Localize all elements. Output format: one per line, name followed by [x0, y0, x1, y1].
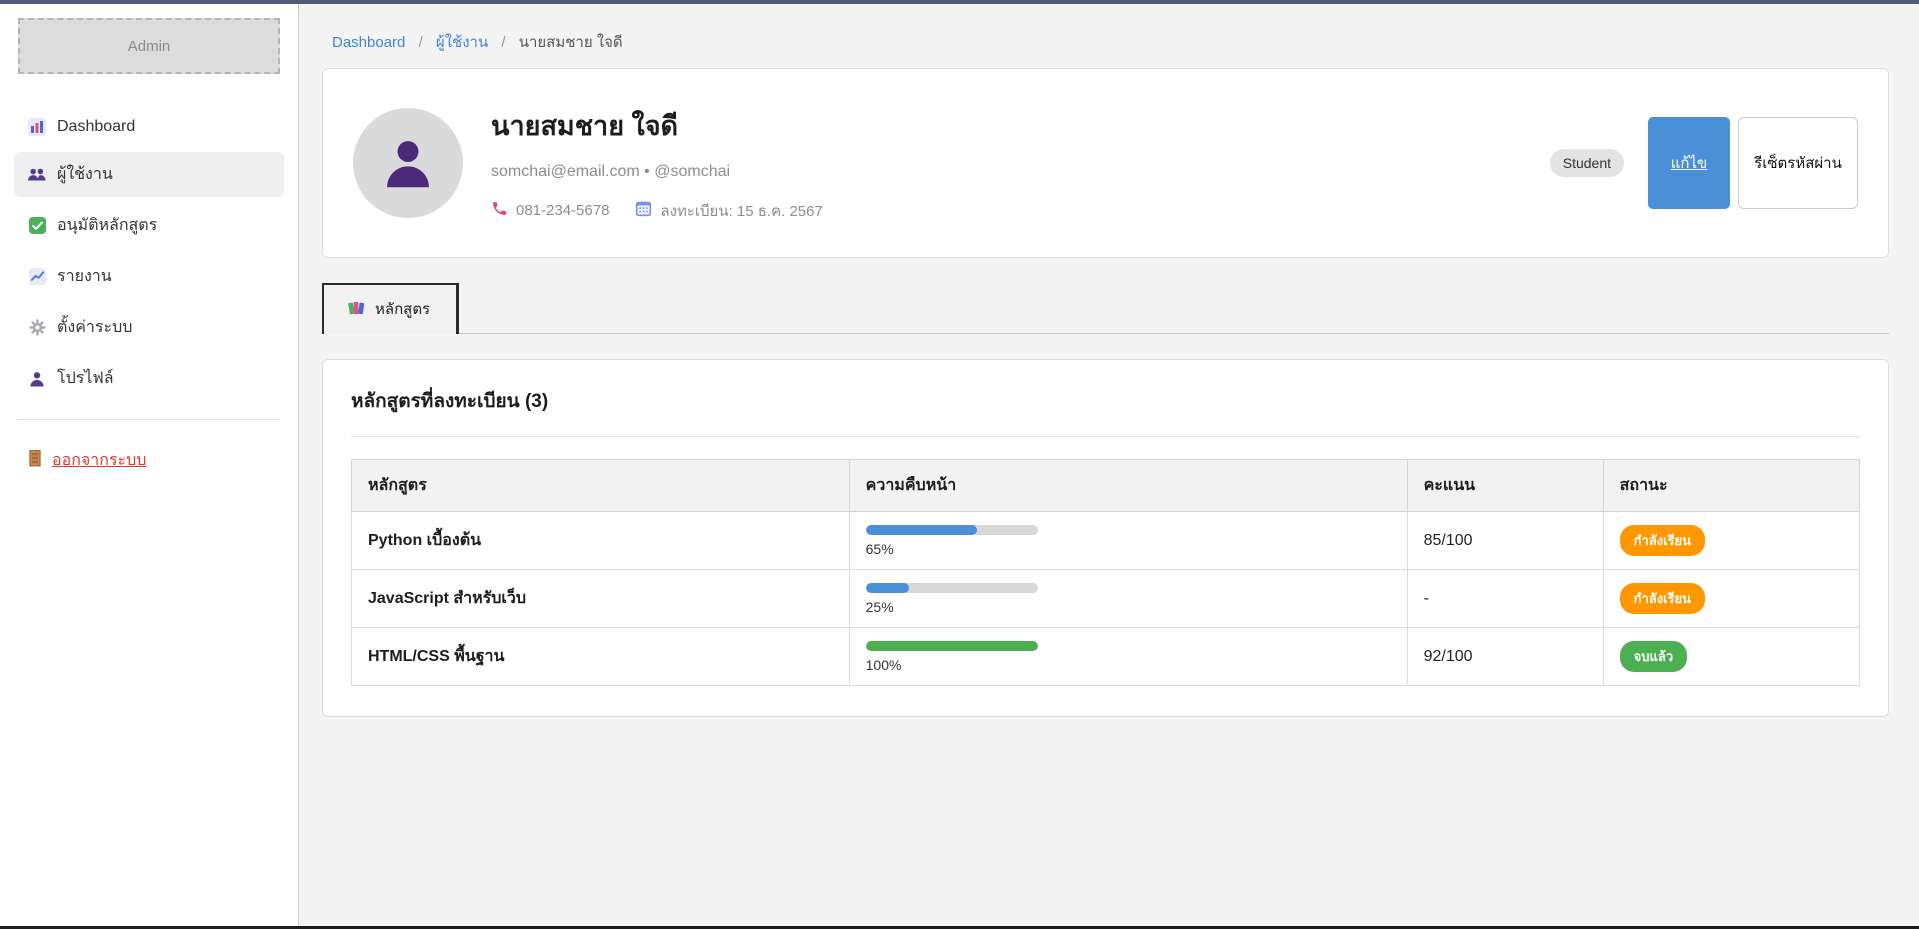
progress-label: 65% — [865, 540, 894, 557]
table-header-row: หลักสูตร ความคืบหน้า คะแนน สถานะ — [351, 459, 1861, 512]
avatar-person-icon — [387, 141, 429, 188]
tab-bar: หลักสูตร — [322, 282, 1889, 334]
logout-label: ออกจากระบบ — [52, 452, 147, 469]
registered-date: ลงทะเบียน: 15 ธ.ค. 2567 — [660, 202, 823, 220]
sidebar-item-label: Dashboard — [57, 118, 136, 135]
progress-fill — [865, 524, 978, 535]
main-content: Dashboard / ผู้ใช้งาน / นายสมชาย ใจดี นา… — [300, 4, 1919, 926]
avatar — [353, 108, 463, 218]
sidebar-item-users[interactable]: ผู้ใช้งาน — [14, 152, 284, 197]
status-badge: กำลังเรียน — [1619, 525, 1706, 556]
sidebar-item-label: อนุมัติหลักสูตร — [57, 217, 158, 234]
course-score: 85/100 — [1423, 531, 1473, 549]
col-header-course: หลักสูตร — [351, 459, 850, 512]
col-header-status: สถานะ — [1602, 459, 1861, 512]
status-badge: กำลังเรียน — [1619, 583, 1706, 614]
sidebar-item-approve-courses[interactable]: อนุมัติหลักสูตร — [14, 203, 284, 248]
sidebar: Admin Dashboard ผู้ใช้งาน อนุมัติหลักสูต… — [0, 4, 299, 926]
col-header-progress: ความคืบหน้า — [848, 459, 1408, 512]
role-badge: Student — [1549, 149, 1624, 177]
user-profile-card: นายสมชาย ใจดี somchai@email.com • @somch… — [322, 68, 1889, 258]
courses-title: หลักสูตรที่ลงทะเบียน (3) — [351, 391, 549, 412]
registered-item: ลงทะเบียน: 15 ธ.ค. 2567 — [635, 199, 823, 223]
enrolled-courses-card: หลักสูตรที่ลงทะเบียน (3) หลักสูตร ความคื… — [322, 359, 1889, 717]
course-score: 92/100 — [1423, 647, 1473, 665]
course-name: JavaScript สำหรับเว็บ — [368, 590, 527, 607]
sidebar-item-dashboard[interactable]: Dashboard — [14, 108, 284, 146]
phone-item: 081-234-5678 — [491, 200, 609, 221]
phone-icon — [491, 200, 508, 221]
breadcrumb-current: นายสมชาย ใจดี — [518, 34, 623, 51]
person-icon — [28, 370, 46, 388]
course-score: - — [1423, 589, 1429, 607]
dashboard-icon — [28, 118, 46, 136]
status-badge: จบแล้ว — [1619, 641, 1688, 672]
progress-bar — [865, 582, 1038, 593]
sidebar-divider — [18, 419, 280, 420]
sidebar-item-label: ผู้ใช้งาน — [57, 166, 113, 183]
window-top-strip — [0, 0, 1919, 4]
col-header-score: คะแนน — [1406, 459, 1604, 512]
breadcrumb-separator: / — [418, 34, 423, 51]
progress-fill — [865, 640, 1038, 651]
table-row: HTML/CSS พื้นฐาน 100% 92/100 จบแล้ว — [351, 627, 1861, 686]
sidebar-nav: Dashboard ผู้ใช้งาน อนุมัติหลักสูตร รายง… — [0, 108, 298, 401]
admin-logo-label: Admin — [127, 37, 171, 55]
breadcrumb-link-dashboard[interactable]: Dashboard — [332, 34, 406, 51]
table-row: Python เบื้องต้น 65% 85/100 กำลังเรียน — [351, 511, 1861, 570]
course-name: Python เบื้องต้น — [368, 532, 482, 549]
profile-meta: 081-234-5678 ลงทะเบียน: 15 ธ.ค. 2567 — [491, 199, 823, 223]
progress-label: 100% — [865, 656, 902, 673]
breadcrumb: Dashboard / ผู้ใช้งาน / นายสมชาย ใจดี — [322, 30, 1889, 54]
sidebar-item-label: รายงาน — [57, 268, 112, 285]
sidebar-item-reports[interactable]: รายงาน — [14, 254, 284, 299]
calendar-icon — [635, 200, 652, 221]
profile-actions: Student แก้ไข รีเซ็ตรหัสผ่าน — [1549, 117, 1858, 209]
courses-table: หลักสูตร ความคืบหน้า คะแนน สถานะ Python … — [351, 459, 1861, 686]
breadcrumb-link-users[interactable]: ผู้ใช้งาน — [435, 34, 489, 51]
users-icon — [28, 166, 46, 184]
sidebar-item-profile[interactable]: โปรไฟล์ — [14, 356, 284, 401]
sidebar-item-label: โปรไฟล์ — [57, 370, 114, 387]
phone-number: 081-234-5678 — [516, 202, 610, 219]
user-name: นายสมชาย ใจดี — [491, 110, 679, 141]
progress-bar — [865, 640, 1038, 651]
sidebar-item-label: ตั้งค่าระบบ — [57, 319, 133, 336]
check-approve-icon — [28, 217, 46, 235]
chart-trend-icon — [28, 268, 46, 286]
edit-button[interactable]: แก้ไข — [1648, 117, 1730, 209]
gear-icon — [28, 319, 46, 337]
books-icon — [348, 300, 365, 319]
sidebar-item-settings[interactable]: ตั้งค่าระบบ — [14, 305, 284, 350]
window-bottom-strip — [0, 926, 1919, 929]
progress-fill — [865, 582, 909, 593]
progress-label: 25% — [865, 598, 894, 615]
reset-password-button[interactable]: รีเซ็ตรหัสผ่าน — [1738, 117, 1858, 209]
user-email: somchai@email.com • @somchai — [491, 162, 731, 180]
table-row: JavaScript สำหรับเว็บ 25% - กำลังเรียน — [351, 569, 1861, 628]
door-icon — [28, 449, 42, 472]
course-name: HTML/CSS พื้นฐาน — [368, 648, 505, 665]
admin-logo: Admin — [18, 18, 280, 74]
breadcrumb-separator: / — [501, 34, 506, 51]
profile-info: นายสมชาย ใจดี somchai@email.com • @somch… — [491, 104, 823, 223]
tab-courses-label: หลักสูตร — [375, 301, 431, 318]
title-divider — [351, 436, 1860, 437]
progress-bar — [865, 524, 1038, 535]
logout-link[interactable]: ออกจากระบบ — [28, 448, 146, 473]
tab-courses[interactable]: หลักสูตร — [322, 283, 460, 334]
